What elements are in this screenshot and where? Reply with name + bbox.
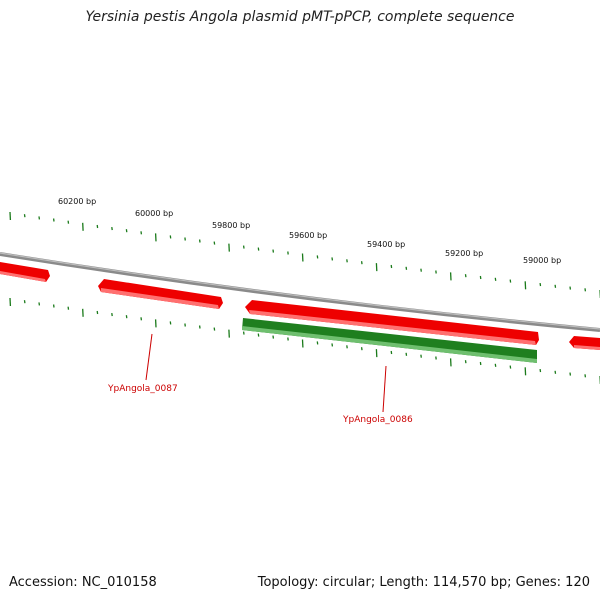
ruler-label-60000: 60000 bp — [135, 209, 173, 218]
ruler-label-59000: 59000 bp — [523, 256, 561, 265]
topology-summary-text: Topology: circular; Length: 114,570 bp; … — [257, 575, 590, 590]
gene-feature-right-edge[interactable] — [569, 336, 600, 350]
ruler-label-59200: 59200 bp — [445, 249, 483, 258]
ruler-label-59600: 59600 bp — [289, 231, 327, 240]
gene-feature-red-center[interactable] — [245, 300, 539, 345]
ruler-label-59400: 59400 bp — [367, 240, 405, 249]
gene-feature-ypangola-0087[interactable] — [98, 279, 223, 309]
gene-label-leader-0086 — [382, 365, 387, 413]
ruler-label-60200: 60200 bp — [58, 197, 96, 206]
plasmid-backbone — [0, 252, 600, 332]
outer-tick-ruler — [9, 211, 600, 299]
ruler-label-59800: 59800 bp — [212, 221, 250, 230]
gene-label-ypangola-0087[interactable]: YpAngola_0087 — [107, 384, 178, 394]
map-title: Yersinia pestis Angola plasmid pMT-pPCP,… — [85, 9, 515, 25]
gene-feature-ypangola-0086[interactable] — [242, 318, 537, 363]
accession-text: Accession: NC_010158 — [9, 575, 157, 590]
gene-label-leader-0087 — [145, 333, 153, 381]
gene-label-ypangola-0086[interactable]: YpAngola_0086 — [342, 415, 413, 425]
inner-tick-ruler — [9, 297, 600, 385]
gene-feature-left-edge[interactable] — [0, 262, 50, 282]
